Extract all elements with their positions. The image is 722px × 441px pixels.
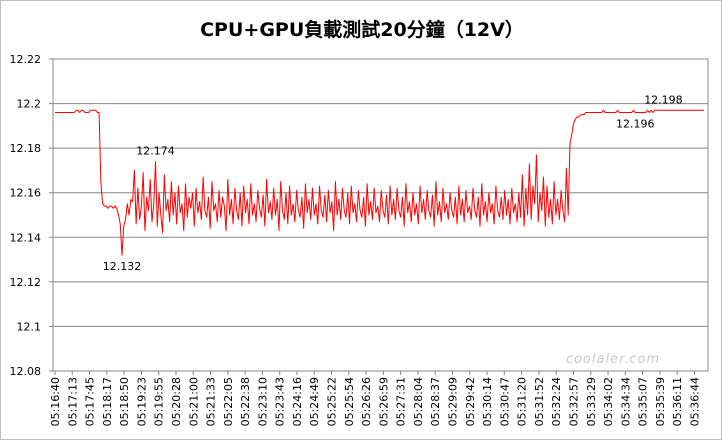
x-tick-label: 05:34:02	[602, 377, 615, 426]
x-tick-label: 05:16:40	[49, 377, 62, 426]
x-tick-label: 05:24:49	[308, 377, 321, 426]
x-tick-label: 05:29:42	[464, 377, 477, 426]
x-tick-label: 05:28:37	[429, 377, 442, 426]
y-tick-label: 12.22	[10, 53, 42, 66]
x-tick-label: 05:19:23	[135, 377, 148, 426]
x-tick-label: 05:18:17	[101, 377, 114, 426]
x-tick-label: 05:17:45	[84, 377, 97, 426]
x-tick-label: 05:33:29	[585, 377, 598, 426]
x-tick-label: 05:23:43	[274, 377, 287, 426]
x-tick-label: 05:27:31	[395, 377, 408, 426]
data-label: 12.132	[103, 260, 142, 273]
x-tick-label: 05:24:16	[291, 377, 304, 426]
x-tick-label: 05:30:47	[498, 377, 511, 426]
x-tick-label: 05:31:20	[516, 377, 529, 426]
y-tick-label: 12.1	[17, 320, 42, 333]
y-tick-label: 12.08	[10, 365, 42, 378]
x-tick-label: 05:26:59	[377, 377, 390, 426]
series-layer	[55, 109, 704, 256]
x-tick-label: 05:31:52	[533, 377, 546, 426]
y-tick-label: 12.18	[10, 142, 42, 155]
y-tick-label: 12.14	[10, 231, 42, 244]
x-tick-label: 05:21:00	[187, 377, 200, 426]
y-tick-label: 12.12	[10, 276, 42, 289]
x-tick-label: 05:35:39	[654, 377, 667, 426]
x-tick-label: 05:22:38	[239, 377, 252, 426]
x-tick-label: 05:25:54	[343, 377, 356, 426]
x-tick-label: 05:20:28	[170, 377, 183, 426]
data-labels: 12.174 12.132 12.196 12.198	[103, 93, 683, 273]
x-tick-label: 05:34:34	[619, 377, 632, 426]
y-tick-label: 12.2	[17, 98, 42, 111]
y-tick-label: 12.16	[10, 187, 42, 200]
chart-title: CPU+GPU負載測試20分鐘（12V）	[200, 18, 524, 41]
x-tick-label: 05:28:04	[412, 377, 425, 426]
x-tick-label: 05:35:07	[637, 377, 650, 426]
x-tick-label: 05:36:11	[671, 377, 684, 426]
x-tick-label: 05:22:05	[222, 377, 235, 426]
x-tick-label: 05:32:24	[550, 377, 563, 426]
y-axis: 12.08 12.1 12.12 12.14 12.16 12.18 12.2 12.22	[10, 53, 53, 378]
x-axis: 05:16:40 05:17:13 05:17:45 05:18:17 05:18:50…	[49, 371, 701, 426]
data-label: 12.198	[644, 93, 683, 106]
x-tick-label: 05:19:55	[153, 377, 166, 426]
x-tick-label: 05:26:26	[360, 377, 373, 426]
data-label: 12.196	[616, 117, 655, 130]
data-label: 12.174	[136, 145, 175, 158]
watermark: coolaler.com	[566, 352, 660, 367]
x-tick-label: 05:36:44	[688, 377, 701, 426]
plot-area	[52, 58, 709, 372]
grid-lines	[53, 103, 708, 327]
series-line	[55, 109, 704, 256]
x-tick-label: 05:21:33	[205, 377, 218, 426]
x-tick-label: 05:17:13	[66, 377, 79, 426]
x-tick-label: 05:32:57	[567, 377, 580, 426]
x-tick-label: 05:30:14	[481, 377, 494, 426]
x-tick-label: 05:18:50	[118, 377, 131, 426]
x-tick-label: 05:23:10	[256, 377, 269, 426]
x-tick-label: 05:25:22	[326, 377, 339, 426]
x-tick-label: 05:29:09	[446, 377, 459, 426]
